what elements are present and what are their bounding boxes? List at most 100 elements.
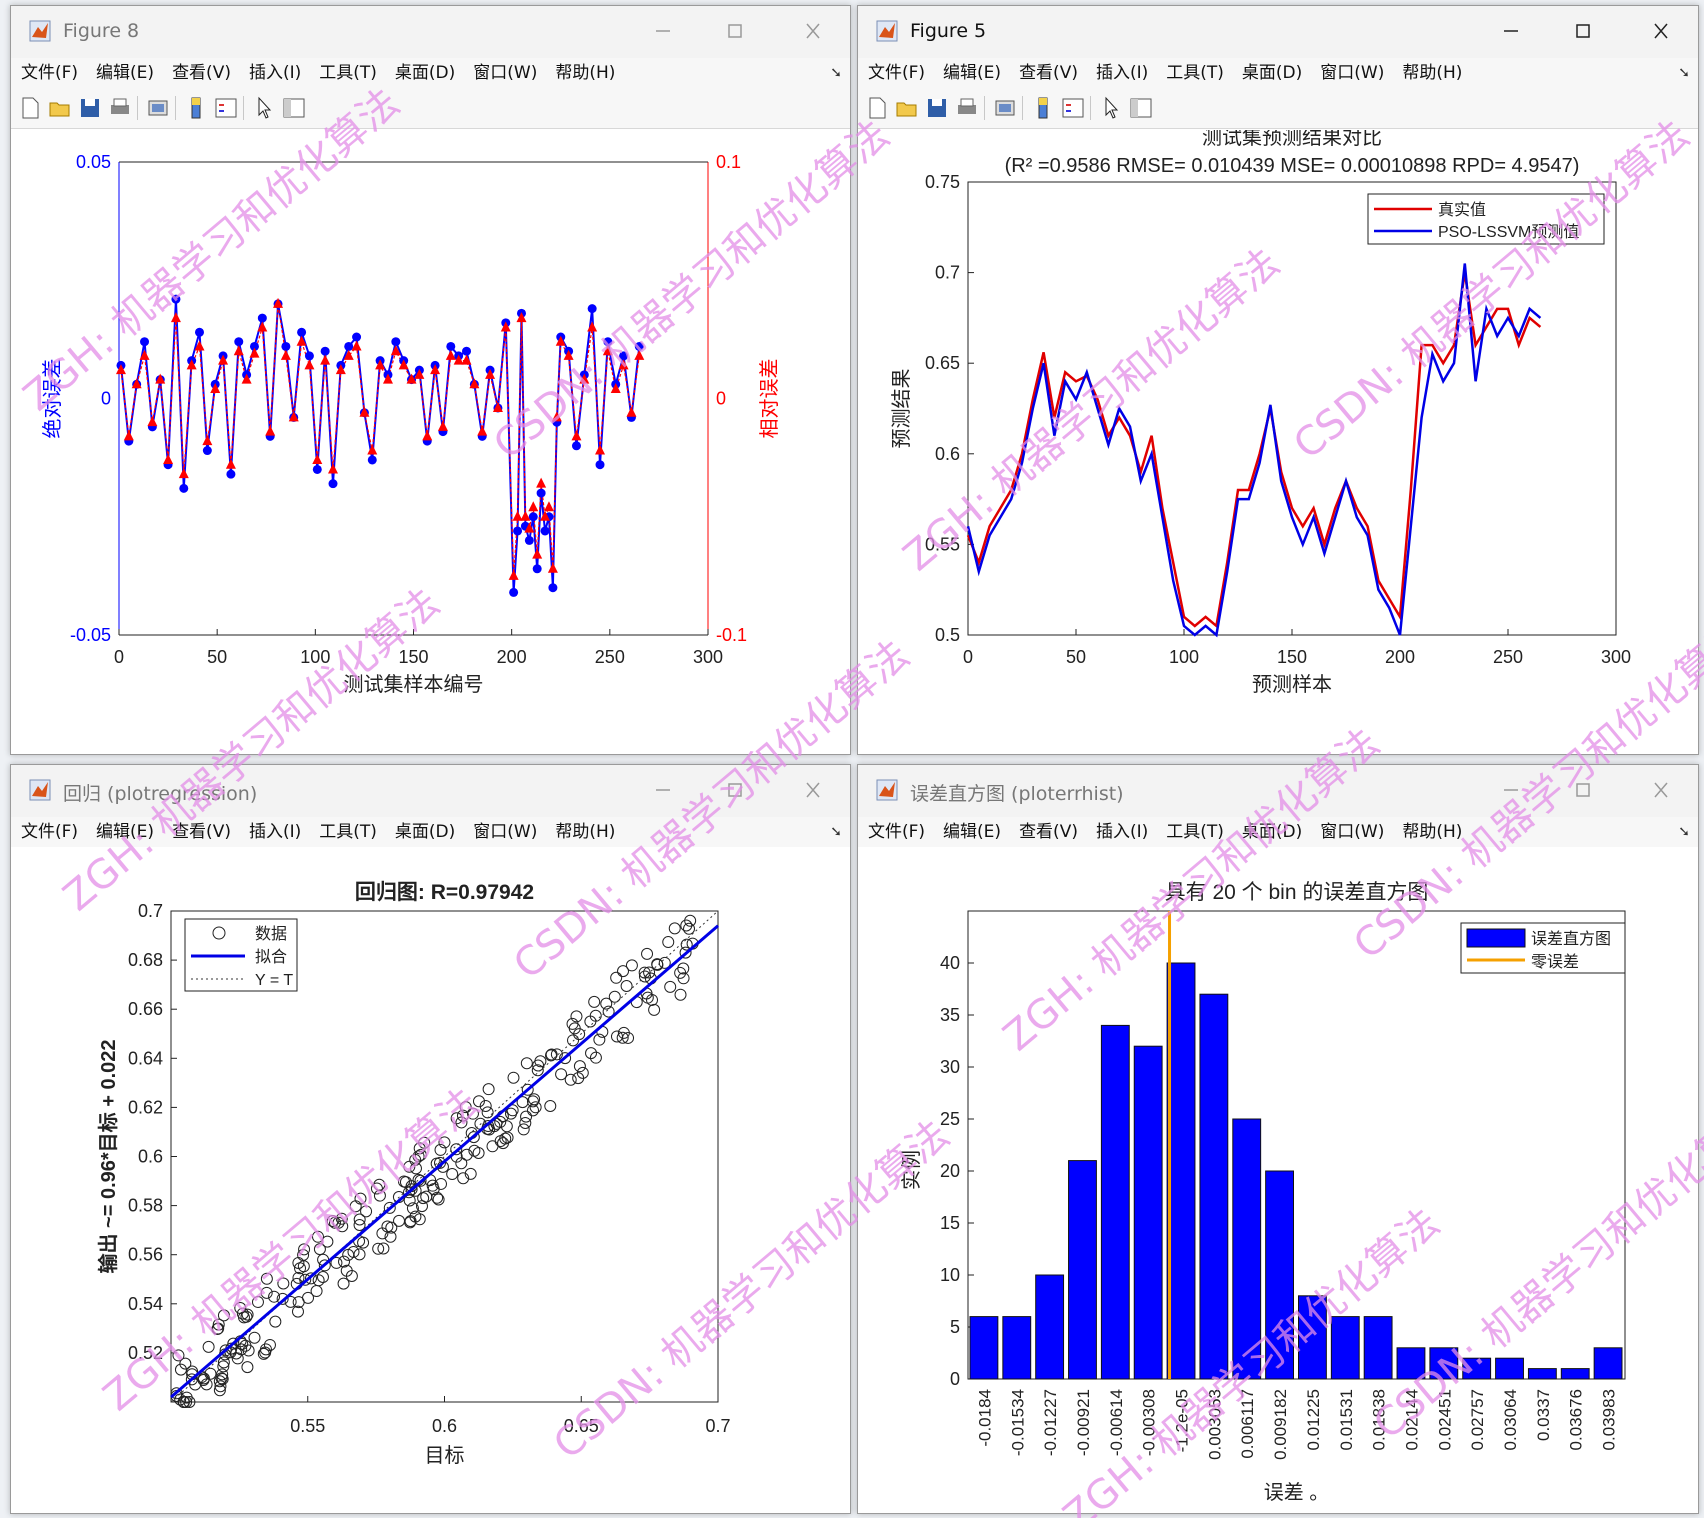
menu-edit[interactable]: 编辑(E) [96,822,155,842]
print-preview-icon[interactable] [992,95,1018,121]
close-icon[interactable] [796,775,830,805]
colorbar-icon[interactable] [1030,95,1056,121]
pointer-icon[interactable] [251,95,277,121]
menu-insert[interactable]: 插入(I) [1095,63,1149,83]
regression-titlebar[interactable]: 回归 (plotregression) [11,765,850,817]
minimize-icon[interactable] [1494,775,1528,805]
rel-error-point [571,430,582,441]
menu-edit[interactable]: 编辑(E) [96,63,155,83]
abs-error-point [524,535,534,545]
menu-view[interactable]: 查看(V) [172,63,231,83]
dock-arrow-icon[interactable]: ➘ [830,824,842,840]
property-editor-icon[interactable] [1128,95,1154,121]
menu-window[interactable]: 窗口(W) [473,63,538,83]
property-editor-icon[interactable] [281,95,307,121]
data-point [466,1107,479,1120]
menu-insert[interactable]: 插入(I) [248,822,302,842]
menu-window[interactable]: 窗口(W) [1320,822,1385,842]
menu-help[interactable]: 帮助(H) [555,63,616,83]
menu-insert[interactable]: 插入(I) [248,63,302,83]
pointer-icon[interactable] [1098,95,1124,121]
rel-error-point [115,364,126,375]
regression-plot: 回归图: R=0.97942 0.55 0.6 0.65 0.7 0.7 0.68 0.66 0… [96,881,731,1467]
open-folder-icon[interactable] [894,95,920,121]
x-tick-label: 100 [300,647,330,667]
legend-icon[interactable] [1060,95,1086,121]
dock-arrow-icon[interactable]: ➘ [1678,65,1690,81]
abs-error-point [320,346,330,356]
close-icon[interactable] [1644,16,1678,46]
menu-edit[interactable]: 编辑(E) [943,822,1002,842]
menu-tools[interactable]: 工具(T) [319,822,377,842]
rel-error-point [390,345,401,356]
data-point [302,1291,315,1304]
abs-error-point [603,337,613,347]
histogram-bar [1298,1295,1327,1380]
open-folder-icon[interactable] [47,95,73,121]
maximize-icon[interactable] [1566,16,1600,46]
x-tick-label: 0.01531 [1337,1389,1356,1450]
data-point [519,1116,532,1129]
histogram-titlebar[interactable]: 误差直方图 (ploterrhist) [858,765,1698,817]
abs-error-point [571,441,581,451]
save-icon[interactable] [924,95,950,121]
menu-file[interactable]: 文件(F) [868,63,926,83]
menu-file[interactable]: 文件(F) [21,63,79,83]
new-file-icon[interactable] [864,95,890,121]
data-point [507,1071,520,1084]
rel-error-point [626,406,637,417]
x-tick-label: 0.6 [432,1416,457,1436]
menu-file[interactable]: 文件(F) [21,822,79,842]
figure8-titlebar[interactable]: Figure 8 [11,6,850,58]
menu-view[interactable]: 查看(V) [172,822,231,842]
menu-help[interactable]: 帮助(H) [555,822,616,842]
minimize-icon[interactable] [646,16,680,46]
print-icon[interactable] [954,95,980,121]
maximize-icon[interactable] [1566,775,1600,805]
menu-edit[interactable]: 编辑(E) [943,63,1002,83]
abs-error-point [171,294,181,304]
y-tick-label: 0.66 [128,999,163,1019]
rel-error-point [398,359,409,370]
maximize-icon[interactable] [718,16,752,46]
menu-desktop[interactable]: 桌面(D) [1241,63,1303,83]
menu-help[interactable]: 帮助(H) [1402,63,1463,83]
legend-icon[interactable] [213,95,239,121]
print-preview-icon[interactable] [145,95,171,121]
minimize-icon[interactable] [1494,16,1528,46]
menu-desktop[interactable]: 桌面(D) [394,63,456,83]
figure5-titlebar[interactable]: Figure 5 [858,6,1698,58]
menu-desktop[interactable]: 桌面(D) [1241,822,1303,842]
menu-tools[interactable]: 工具(T) [1166,63,1224,83]
rel-error-point [225,458,236,469]
data-point [403,1194,416,1207]
close-icon[interactable] [1644,775,1678,805]
data-point [257,1347,270,1360]
data-point [567,1034,580,1047]
menu-view[interactable]: 查看(V) [1019,822,1078,842]
maximize-icon[interactable] [718,775,752,805]
menu-file[interactable]: 文件(F) [868,822,926,842]
menu-help[interactable]: 帮助(H) [1402,822,1463,842]
dock-arrow-icon[interactable]: ➘ [1678,824,1690,840]
dock-arrow-icon[interactable]: ➘ [830,65,842,81]
data-point [260,1286,273,1299]
menu-tools[interactable]: 工具(T) [319,63,377,83]
rel-error-point [155,373,166,384]
x-tick-label: 250 [595,647,625,667]
minimize-icon[interactable] [646,775,680,805]
menu-window[interactable]: 窗口(W) [473,822,538,842]
menu-tools[interactable]: 工具(T) [1166,822,1224,842]
menu-window[interactable]: 窗口(W) [1320,63,1385,83]
abs-error-point [297,327,307,337]
y-tick-label: 0.62 [128,1097,163,1117]
colorbar-icon[interactable] [183,95,209,121]
menu-desktop[interactable]: 桌面(D) [394,822,456,842]
menu-view[interactable]: 查看(V) [1019,63,1078,83]
new-file-icon[interactable] [17,95,43,121]
close-icon[interactable] [796,16,830,46]
print-icon[interactable] [107,95,133,121]
legend-box [1367,193,1605,245]
save-icon[interactable] [77,95,103,121]
menu-insert[interactable]: 插入(I) [1095,822,1149,842]
